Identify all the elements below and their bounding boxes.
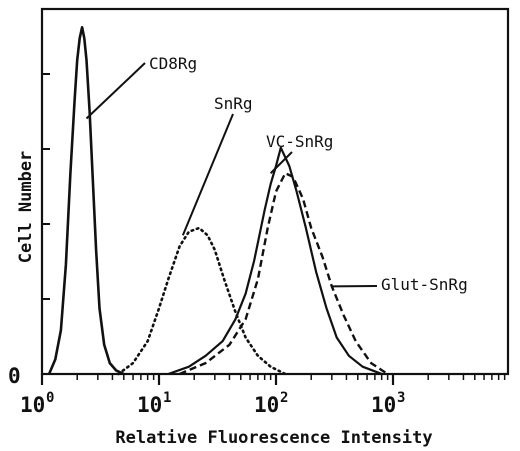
plot-frame bbox=[40, 7, 510, 376]
leader-line-cd8rg bbox=[85, 62, 146, 120]
annotation-vc-snrg: VC-SnRg bbox=[266, 132, 333, 151]
x-tick-base: 10 bbox=[137, 393, 162, 417]
x-tick-label-2: 10 2 bbox=[254, 390, 288, 417]
x-tick-label-3: 10 3 bbox=[371, 390, 405, 417]
y-axis-ticks bbox=[42, 73, 50, 300]
series-glut-snrg-curve bbox=[179, 171, 389, 376]
series-cd8rg-curve bbox=[47, 25, 125, 376]
y-axis-origin-label: 0 bbox=[8, 364, 21, 388]
annotation-cd8rg: CD8Rg bbox=[149, 54, 197, 73]
x-tick-exponent: 3 bbox=[397, 390, 405, 406]
annotation-layer: CD8Rg SnRg VC-SnRg Glut-SnRg bbox=[85, 54, 468, 294]
leader-line-vc-snrg bbox=[269, 151, 293, 174]
y-axis-title: Cell Number bbox=[16, 151, 36, 264]
series-vc-snrg-curve bbox=[167, 146, 383, 376]
x-tick-base: 10 bbox=[371, 393, 396, 417]
x-axis-title: Relative Fluorescence Intensity bbox=[115, 428, 432, 448]
x-tick-base: 10 bbox=[20, 393, 45, 417]
x-tick-exponent: 0 bbox=[46, 390, 54, 406]
x-tick-label-0: 10 0 bbox=[20, 390, 54, 417]
x-axis-ticks: 10 0 10 1 10 2 10 3 bbox=[20, 374, 506, 417]
leader-line-snrg bbox=[181, 113, 234, 236]
annotation-snrg: SnRg bbox=[214, 94, 253, 113]
x-tick-base: 10 bbox=[254, 393, 279, 417]
x-tick-exponent: 1 bbox=[163, 390, 171, 406]
series-snrg-curve bbox=[117, 226, 287, 376]
series-layer bbox=[47, 25, 389, 376]
x-tick-label-1: 10 1 bbox=[137, 390, 171, 417]
annotation-glut-snrg: Glut-SnRg bbox=[381, 275, 468, 294]
x-tick-exponent: 2 bbox=[280, 390, 288, 406]
